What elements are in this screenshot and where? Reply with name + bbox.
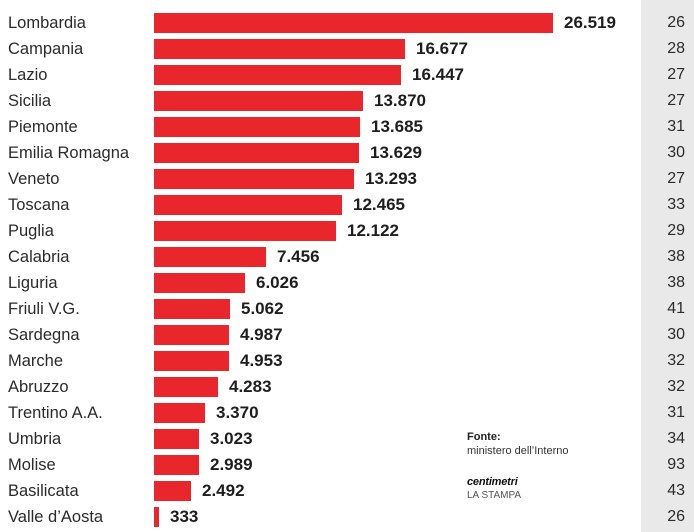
side-value-label: 30 — [667, 144, 685, 161]
bar — [154, 247, 266, 267]
side-value-label: 26 — [667, 14, 685, 31]
category-label: Basilicata — [8, 482, 79, 500]
category-label: Lombardia — [8, 14, 86, 32]
bar — [154, 403, 205, 423]
side-value-label: 41 — [667, 300, 685, 317]
bar — [154, 299, 230, 319]
bar — [154, 455, 199, 475]
category-label: Molise — [8, 456, 56, 474]
category-label: Sardegna — [8, 326, 80, 344]
side-column-band — [641, 0, 694, 532]
category-label: Abruzzo — [8, 378, 69, 396]
bar — [154, 481, 191, 501]
side-value-label: 34 — [667, 430, 685, 447]
bar — [154, 273, 245, 293]
category-label: Lazio — [8, 66, 48, 84]
value-label: 4.987 — [240, 325, 283, 344]
brand-name: centimetri — [467, 476, 518, 488]
bar — [154, 351, 229, 371]
category-label: Liguria — [8, 274, 58, 292]
category-label: Friuli V.G. — [8, 300, 80, 318]
source-text: ministero dell’Interno — [467, 445, 569, 457]
category-label: Emilia Romagna — [8, 144, 130, 162]
side-value-label: 31 — [667, 404, 685, 421]
side-value-label: 38 — [667, 248, 685, 265]
bar — [154, 221, 336, 241]
side-value-label: 32 — [667, 352, 685, 369]
value-label: 4.283 — [229, 377, 272, 396]
side-value-label: 38 — [667, 274, 685, 291]
value-label: 4.953 — [240, 351, 283, 370]
value-label: 12.465 — [353, 195, 405, 214]
value-label: 16.447 — [412, 65, 464, 84]
side-value-label: 32 — [667, 378, 685, 395]
value-label: 3.370 — [216, 403, 259, 422]
bar — [154, 377, 218, 397]
value-label: 5.062 — [241, 299, 284, 318]
brand-subtitle: LA STAMPA — [467, 490, 522, 501]
value-label: 333 — [170, 507, 199, 526]
bar — [154, 325, 229, 345]
category-label: Umbria — [8, 430, 62, 448]
category-label: Marche — [8, 352, 64, 370]
bar — [154, 65, 401, 85]
value-label: 6.026 — [256, 273, 299, 292]
value-label: 13.293 — [365, 169, 417, 188]
category-label: Toscana — [8, 196, 70, 214]
value-label: 3.023 — [210, 429, 253, 448]
category-label: Campania — [8, 40, 84, 58]
side-value-label: 28 — [667, 40, 685, 57]
bar — [154, 117, 360, 137]
bar — [154, 91, 363, 111]
side-value-label: 93 — [667, 456, 685, 473]
category-label: Sicilia — [8, 92, 52, 110]
side-value-label: 29 — [667, 222, 685, 239]
side-value-label: 30 — [667, 326, 685, 343]
value-label: 12.122 — [347, 221, 399, 240]
category-label: Puglia — [8, 222, 54, 240]
side-value-label: 31 — [667, 118, 685, 135]
value-label: 13.629 — [370, 143, 422, 162]
value-label: 26.519 — [564, 13, 616, 32]
value-label: 7.456 — [277, 247, 320, 266]
value-label: 2.492 — [202, 481, 245, 500]
category-label: Valle d’Aosta — [8, 508, 104, 526]
value-label: 13.685 — [371, 117, 423, 136]
category-label: Calabria — [8, 248, 70, 266]
category-label: Piemonte — [8, 118, 78, 136]
bar — [154, 39, 405, 59]
bar — [154, 429, 199, 449]
side-value-label: 43 — [667, 482, 685, 499]
side-value-label: 27 — [667, 170, 685, 187]
bar — [154, 195, 342, 215]
bar — [154, 143, 359, 163]
value-label: 13.870 — [374, 91, 426, 110]
bar — [154, 13, 553, 33]
side-value-label: 33 — [667, 196, 685, 213]
bar — [154, 507, 159, 527]
category-label: Veneto — [8, 170, 60, 188]
category-label: Trentino A.A. — [8, 404, 103, 422]
source-title: Fonte: — [467, 431, 501, 443]
value-label: 16.677 — [416, 39, 468, 58]
side-value-label: 27 — [667, 92, 685, 109]
source-note: Fonte: ministero dell’Interno — [467, 430, 637, 458]
bar — [154, 169, 354, 189]
brand-logo: centimetri LA STAMPA — [467, 476, 587, 503]
side-value-label: 27 — [667, 66, 685, 83]
value-label: 2.989 — [210, 455, 253, 474]
side-value-label: 26 — [667, 508, 685, 525]
